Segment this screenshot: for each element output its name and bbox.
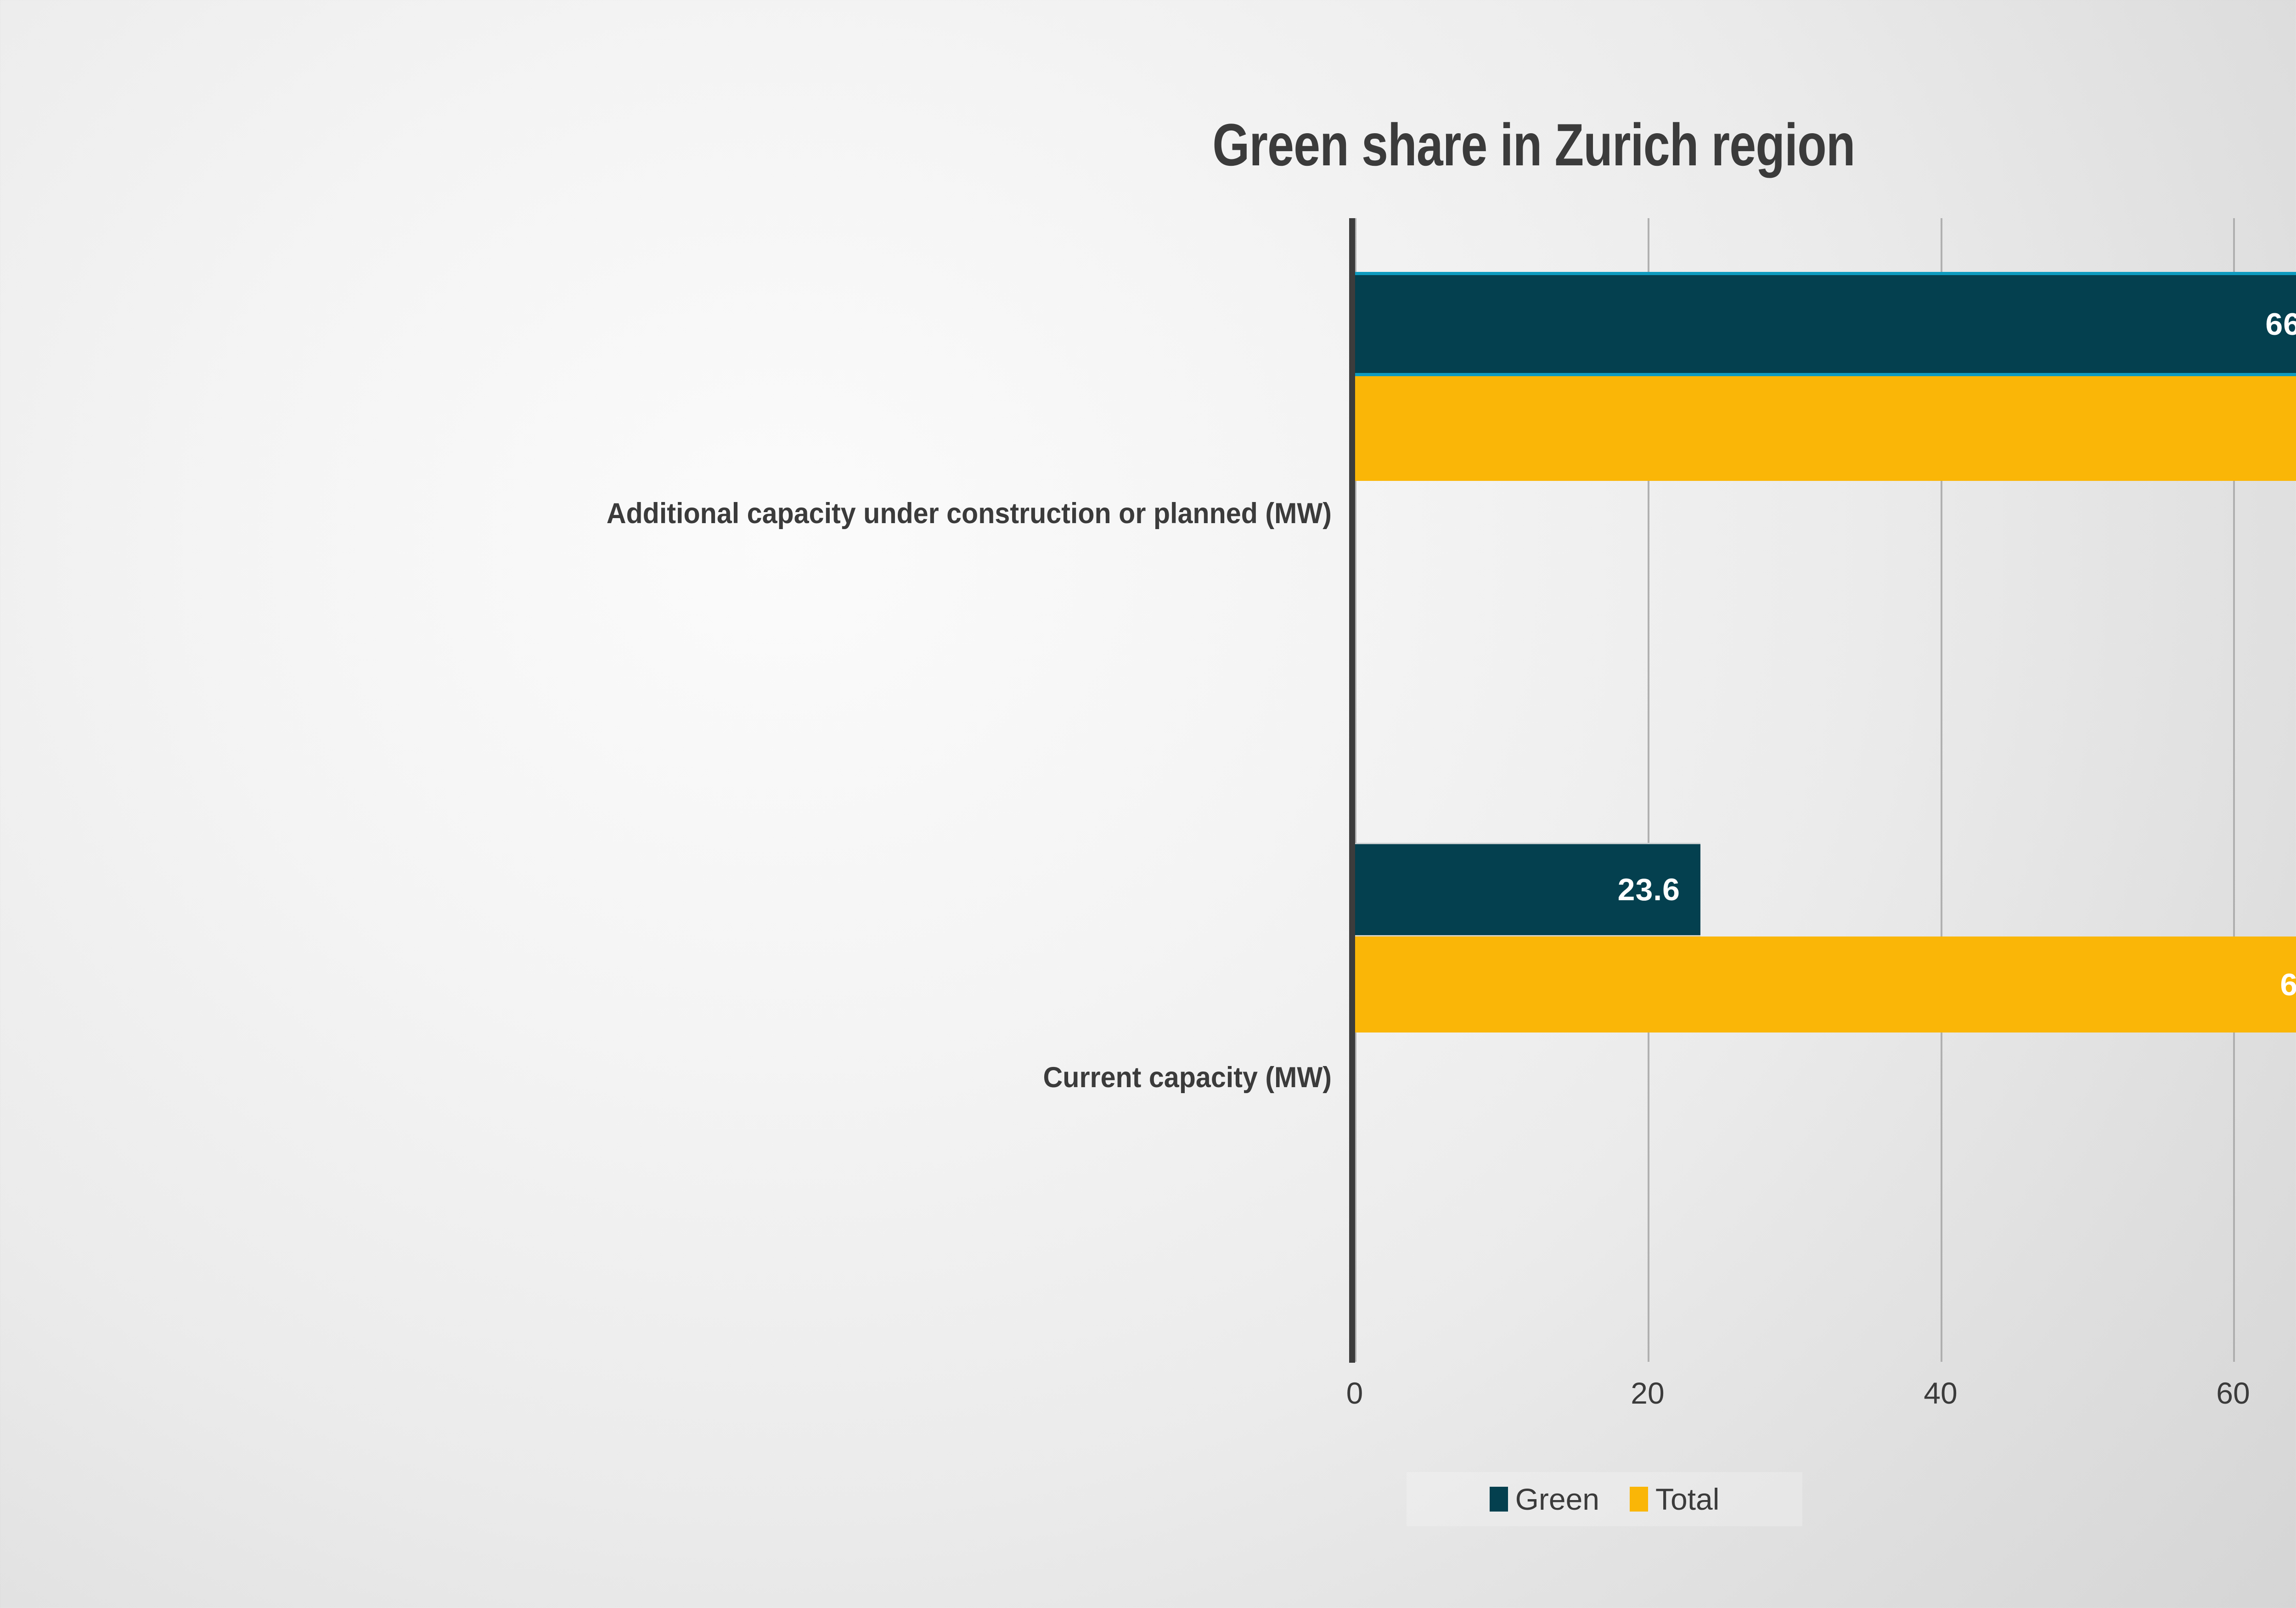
bar-green-additional-capacity[interactable]: 66 [1355,272,2296,376]
bar-value-label: 66 [2265,306,2296,342]
legend-label-total: Total [1655,1482,1720,1516]
gridline-60 [2233,218,2235,1362]
category-label-additional-capacity: Additional capacity under construction o… [606,497,1332,530]
legend-label-green: Green [1515,1482,1599,1516]
x-tick-0: 0 [1346,1376,1363,1410]
bar-green-current-capacity[interactable]: 23.6 [1355,843,1700,937]
bar-total-current-capacity[interactable]: 67 [1355,937,2296,1033]
y-axis-line [1349,218,1355,1363]
legend-swatch-green-icon [1489,1487,1508,1512]
x-tick-40: 40 [1924,1376,1958,1410]
bar-value-label: 23.6 [1617,872,1680,907]
x-tick-20: 20 [1631,1376,1665,1410]
gridline-0 [1355,218,1356,1362]
category-label-current-capacity: Current capacity (MW) [1043,1061,1332,1094]
page-title: Green share in Zurich region [1212,111,1855,178]
x-tick-60: 60 [2216,1376,2250,1410]
bar-value-label: 67 [2280,967,2296,1002]
chart-legend[interactable]: Green Total [1407,1472,1802,1526]
gridline-20 [1648,218,1649,1362]
legend-swatch-total-icon [1630,1487,1648,1512]
gridline-40 [1941,218,1942,1362]
legend-item-green[interactable]: Green [1489,1482,1599,1517]
plot-area: 66 101 23.6 67 [1355,218,2296,1362]
legend-item-total[interactable]: Total [1630,1482,1719,1517]
bar-total-additional-capacity[interactable]: 101 [1355,376,2296,481]
